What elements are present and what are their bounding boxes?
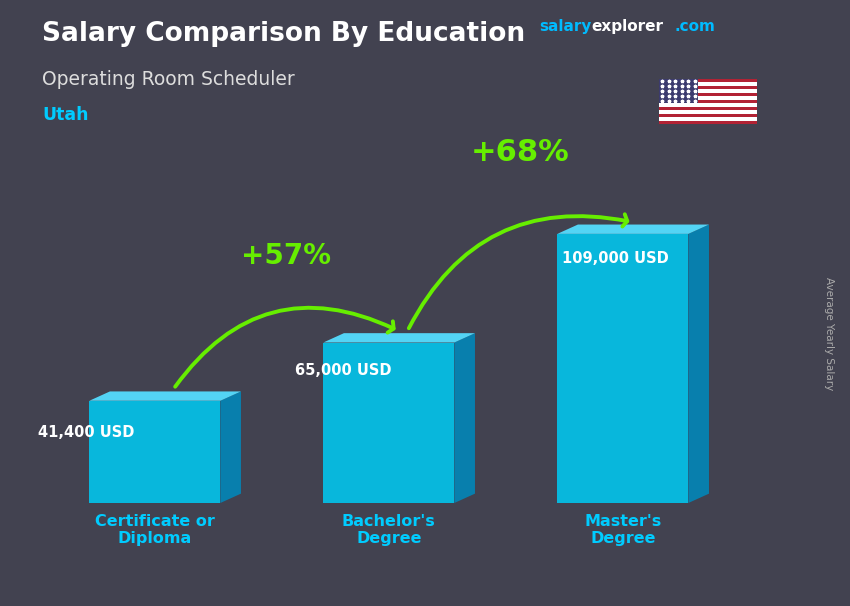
Text: .com: .com <box>674 19 715 35</box>
Bar <box>659 114 756 117</box>
Text: explorer: explorer <box>592 19 664 35</box>
FancyArrowPatch shape <box>409 215 627 328</box>
Text: salary: salary <box>540 19 592 35</box>
Text: +68%: +68% <box>471 138 570 167</box>
Polygon shape <box>323 333 475 342</box>
Bar <box>659 93 756 96</box>
Text: Operating Room Scheduler: Operating Room Scheduler <box>42 70 295 88</box>
Polygon shape <box>558 234 688 503</box>
Polygon shape <box>455 333 475 503</box>
FancyArrowPatch shape <box>175 308 394 387</box>
Text: Utah: Utah <box>42 106 89 124</box>
Text: Average Yearly Salary: Average Yearly Salary <box>824 277 834 390</box>
Polygon shape <box>89 401 220 503</box>
Bar <box>659 96 756 100</box>
Text: 109,000 USD: 109,000 USD <box>562 251 669 266</box>
Bar <box>659 117 756 121</box>
Bar <box>659 100 756 103</box>
Bar <box>659 86 756 89</box>
Bar <box>659 82 756 86</box>
Bar <box>659 89 756 93</box>
Bar <box>659 107 756 110</box>
Bar <box>659 79 698 103</box>
Polygon shape <box>558 225 709 234</box>
Polygon shape <box>323 342 455 503</box>
Bar <box>659 79 756 82</box>
Text: Salary Comparison By Education: Salary Comparison By Education <box>42 21 525 47</box>
Polygon shape <box>89 391 241 401</box>
Polygon shape <box>688 225 709 503</box>
Text: 65,000 USD: 65,000 USD <box>295 363 392 378</box>
Polygon shape <box>220 391 241 503</box>
Bar <box>659 103 756 107</box>
Bar <box>659 121 756 124</box>
Text: +57%: +57% <box>241 242 331 270</box>
Bar <box>659 110 756 114</box>
Text: 41,400 USD: 41,400 USD <box>37 425 134 439</box>
